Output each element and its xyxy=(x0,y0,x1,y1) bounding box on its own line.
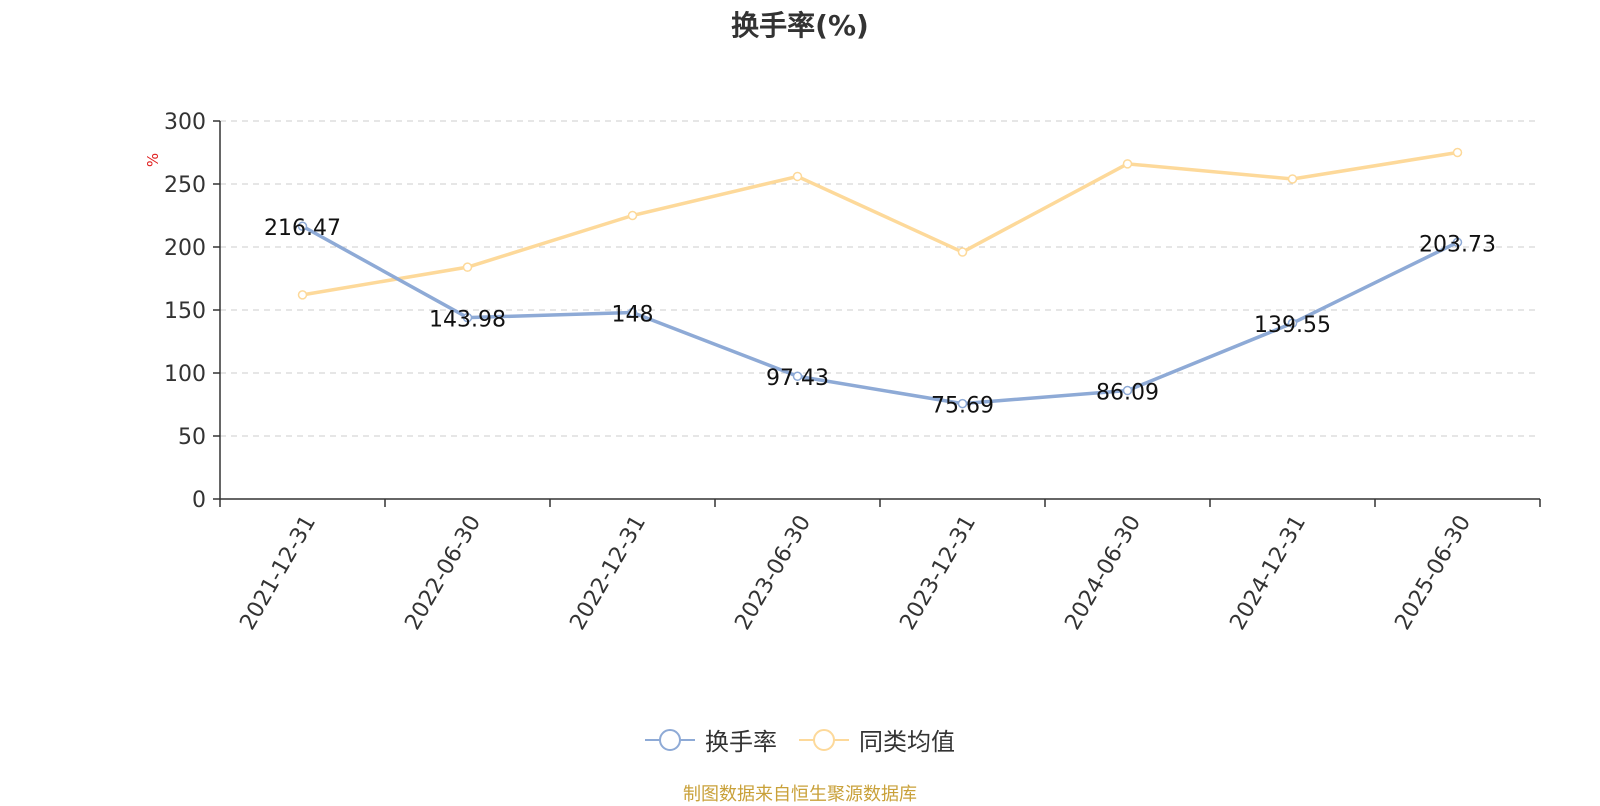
x-tick-label: 2022-12-31 xyxy=(565,511,651,634)
series xyxy=(297,147,1463,409)
y-tick-label: 100 xyxy=(164,362,206,387)
series-line-peer-average xyxy=(302,150,1458,297)
y-tick-label: 250 xyxy=(164,173,206,198)
legend-label-peer-average: 同类均值 xyxy=(859,728,955,756)
legend-marker-turnover xyxy=(645,728,695,751)
x-tick-label: 2023-06-30 xyxy=(730,511,816,634)
x-tick-label: 2021-12-31 xyxy=(235,511,321,634)
data-label: 86.09 xyxy=(1096,381,1159,406)
x-tick-label: 2024-06-30 xyxy=(1060,511,1146,634)
chart-title: 换手率(%) xyxy=(731,9,869,42)
data-labels: 216.47 143.98 148 97.43 75.69 86.09 139.55 203.… xyxy=(264,216,1496,418)
peer-average-point xyxy=(462,262,473,272)
source-note: 制图数据来自恒生聚源数据库 xyxy=(683,784,917,805)
x-tick-label: 2023-12-31 xyxy=(895,511,981,634)
axes: 0 50 100 150 200 250 300 2021-12-31 2022-06-30 20… xyxy=(164,110,1541,634)
x-tick-label: 2025-06-30 xyxy=(1390,511,1476,634)
series-line-turnover xyxy=(301,224,1459,406)
data-label: 75.69 xyxy=(931,394,994,419)
turnover-point xyxy=(1122,385,1133,396)
turnover-point xyxy=(627,307,638,318)
legend-label-turnover: 换手率 xyxy=(705,728,777,756)
legend: 换手率 同类均值 xyxy=(0,722,1600,757)
turnover-point xyxy=(957,398,968,409)
data-label: 148 xyxy=(612,303,654,328)
peer-average-point xyxy=(792,171,803,182)
x-tick-label: 2024-12-31 xyxy=(1225,511,1311,634)
peer-average-point xyxy=(957,247,968,257)
legend-item-turnover[interactable]: 换手率 xyxy=(645,722,777,757)
peer-average-point xyxy=(1122,159,1133,169)
peer-average-point xyxy=(1452,147,1463,158)
data-label: 216.47 xyxy=(264,216,341,241)
turnover-point xyxy=(297,221,308,231)
y-tick-label: 150 xyxy=(164,299,206,324)
legend-marker-peer-average xyxy=(799,728,849,751)
y-tick-label: 200 xyxy=(164,236,206,261)
peer-average-point xyxy=(627,210,638,221)
peer-average-point xyxy=(297,290,308,300)
x-tick-label: 2022-06-30 xyxy=(400,511,486,634)
turnover-point xyxy=(1452,237,1463,248)
turnover-point xyxy=(462,312,473,323)
peer-average-point xyxy=(1287,174,1298,184)
data-label: 139.55 xyxy=(1254,313,1331,338)
y-tick-label: 300 xyxy=(164,110,206,135)
y-tick-label: 50 xyxy=(178,425,206,450)
data-label: 97.43 xyxy=(766,366,829,391)
y-axis-unit-label: % xyxy=(144,153,162,167)
legend-item-peer-average[interactable]: 同类均值 xyxy=(799,722,955,757)
data-label: 143.98 xyxy=(429,308,506,333)
turnover-point xyxy=(1287,318,1298,328)
data-label: 203.73 xyxy=(1419,232,1496,257)
grid-lines xyxy=(220,120,1540,437)
turnover-point xyxy=(792,371,803,381)
y-tick-label: 0 xyxy=(192,488,206,513)
